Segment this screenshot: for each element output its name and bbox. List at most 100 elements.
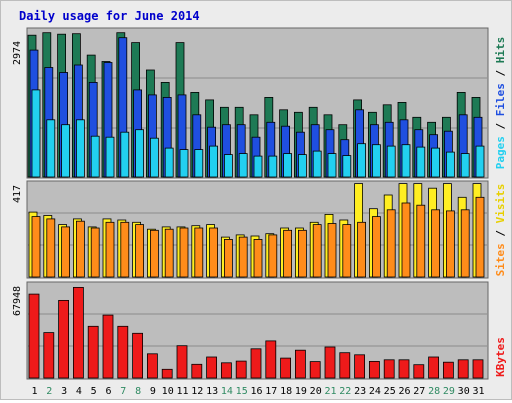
legend-sep: / xyxy=(494,63,507,83)
x-day-label: 17 xyxy=(265,386,277,397)
kbytes-bar xyxy=(191,363,203,379)
pages-bar xyxy=(431,147,441,178)
sites-bar xyxy=(283,229,293,278)
pages-bar xyxy=(327,153,337,178)
sites-bar xyxy=(179,227,189,278)
pages-bar xyxy=(297,154,307,178)
pages-bar xyxy=(386,145,396,178)
kbytes-bar xyxy=(117,325,129,379)
kbytes-bar xyxy=(309,361,321,379)
pages-bar xyxy=(149,137,159,178)
kbytes-bar xyxy=(58,299,69,379)
kbytes-bar xyxy=(339,352,351,379)
sites-bar xyxy=(76,220,85,278)
x-day-label: 12 xyxy=(191,386,203,397)
x-day-label: 6 xyxy=(105,386,111,397)
kbytes-bar xyxy=(368,360,380,379)
kbytes-bar xyxy=(383,359,395,379)
x-day-label: 8 xyxy=(135,386,141,397)
kbytes-bar xyxy=(428,356,440,379)
x-day-label: 24 xyxy=(369,386,381,397)
top-panel-bars xyxy=(27,32,485,178)
kbytes-bar xyxy=(457,359,469,379)
pages-bar xyxy=(31,89,41,178)
legend-files: Files xyxy=(494,83,507,116)
pages-bar xyxy=(194,149,204,178)
middle-ymax-label: 417 xyxy=(12,185,23,203)
kbytes-bar xyxy=(73,286,84,379)
pages-bar xyxy=(76,119,85,178)
x-day-label: 19 xyxy=(295,386,307,397)
sites-bar xyxy=(164,228,174,278)
x-day-label: 31 xyxy=(472,386,484,397)
x-day-label: 11 xyxy=(176,386,188,397)
kbytes-bar xyxy=(146,353,158,379)
sites-bar xyxy=(223,238,233,278)
pages-bar xyxy=(238,153,248,178)
pages-bar xyxy=(401,144,411,178)
x-day-label: 7 xyxy=(120,386,126,397)
kbytes-bar xyxy=(132,332,144,379)
pages-bar xyxy=(164,147,174,178)
x-day-label: 13 xyxy=(206,386,218,397)
kbytes-bar xyxy=(472,359,484,379)
middle-panel-bars xyxy=(28,183,485,278)
kbytes-bar xyxy=(87,325,99,379)
sites-bar xyxy=(268,234,278,278)
bottom-legend: KBytes xyxy=(494,337,507,377)
top-legend: Pages / Files / Hits xyxy=(494,37,507,170)
x-day-label: 15 xyxy=(236,386,248,397)
x-day-label: 3 xyxy=(61,386,67,397)
kbytes-bar xyxy=(413,364,425,379)
pages-bar xyxy=(90,135,100,178)
kbytes-bar xyxy=(43,332,55,379)
top-ymax-label: 2974 xyxy=(12,41,23,65)
kbytes-bar xyxy=(294,349,306,379)
x-day-label: 2 xyxy=(46,386,52,397)
kbytes-bar xyxy=(220,362,232,379)
x-day-label: 29 xyxy=(443,386,455,397)
kbytes-bar xyxy=(265,340,277,379)
x-day-label: 27 xyxy=(413,386,425,397)
x-day-label: 30 xyxy=(458,386,470,397)
pages-bar xyxy=(46,119,56,178)
x-day-label: 5 xyxy=(91,386,97,397)
pages-bar xyxy=(283,153,293,178)
sites-bar xyxy=(475,196,485,278)
kbytes-bar xyxy=(324,346,336,379)
sites-bar xyxy=(386,209,396,278)
legend-hits: Hits xyxy=(494,37,507,64)
x-day-label: 9 xyxy=(150,386,156,397)
sites-bar xyxy=(61,226,70,278)
pages-bar xyxy=(445,151,455,178)
pages-bar xyxy=(357,143,367,178)
sites-bar xyxy=(297,229,307,278)
middle-legend: Sites / Visits xyxy=(494,184,507,277)
x-day-label: 18 xyxy=(280,386,292,397)
pages-bar xyxy=(253,155,263,178)
sites-bar xyxy=(135,224,145,278)
chart-title: Daily usage for June 2014 xyxy=(19,9,200,23)
legend-sites: Sites xyxy=(494,243,507,276)
pages-bar xyxy=(312,150,322,178)
x-day-label: 4 xyxy=(76,386,82,397)
sites-bar xyxy=(416,204,426,278)
sites-bar xyxy=(327,223,337,278)
kbytes-bar xyxy=(176,345,188,379)
kbytes-bar xyxy=(28,293,40,379)
sites-bar xyxy=(105,221,115,278)
sites-bar xyxy=(120,221,130,278)
sites-bar xyxy=(371,216,381,278)
legend-sep: / xyxy=(494,116,507,136)
sites-bar xyxy=(342,224,352,278)
pages-bar xyxy=(371,144,381,178)
kbytes-bar xyxy=(250,348,262,379)
x-day-label: 16 xyxy=(250,386,262,397)
x-day-label: 28 xyxy=(428,386,440,397)
sites-bar xyxy=(445,210,455,278)
pages-bar xyxy=(105,136,115,178)
sites-bar xyxy=(90,227,100,278)
pages-bar xyxy=(416,146,426,178)
